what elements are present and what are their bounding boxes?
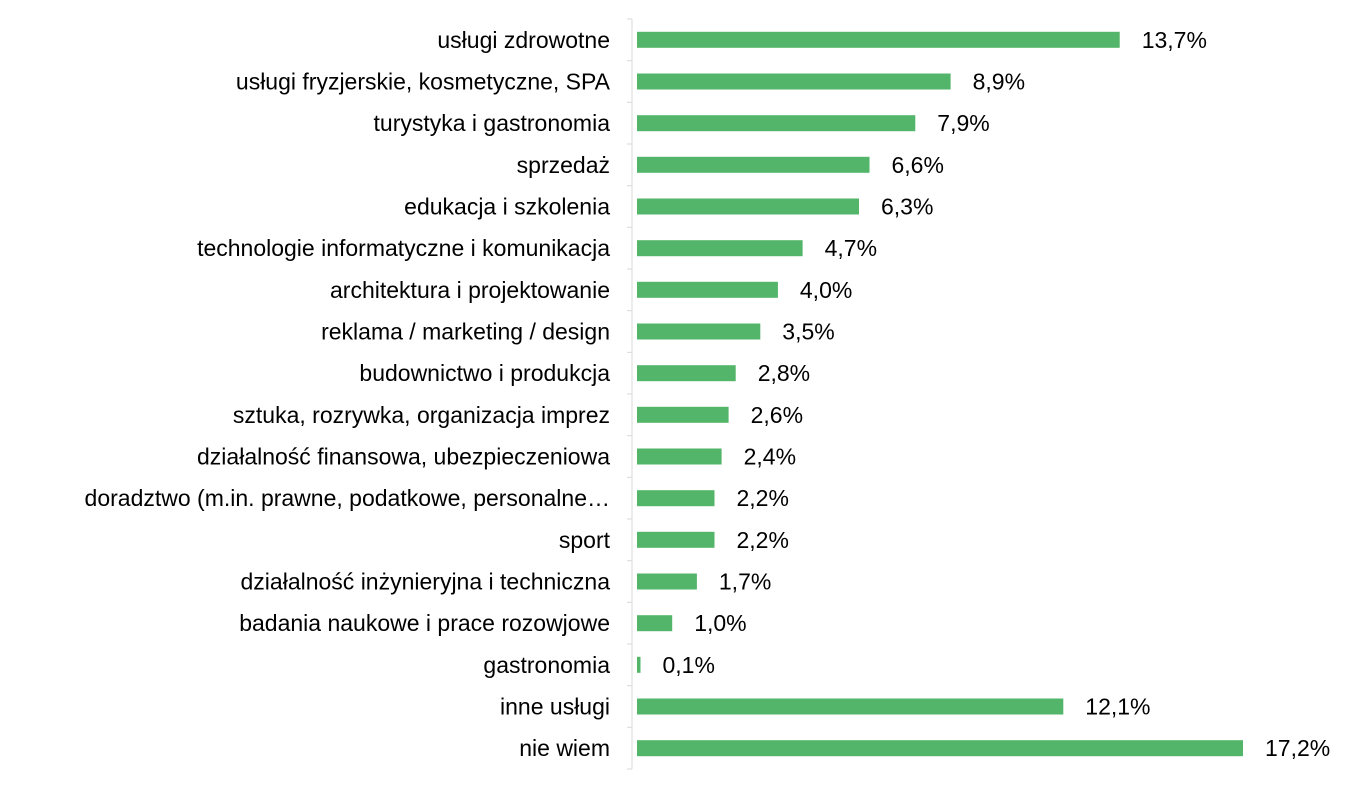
bar — [637, 531, 715, 548]
category-label: sprzedaż — [517, 152, 610, 178]
bar — [637, 323, 761, 340]
bar — [637, 490, 715, 507]
category-label: działalność inżynieryjna i techniczna — [241, 569, 611, 595]
value-label: 2,2% — [737, 485, 789, 511]
bar — [637, 740, 1243, 757]
bar — [637, 573, 697, 590]
value-label: 2,4% — [744, 444, 796, 470]
category-label: usługi fryzjerskie, kosmetyczne, SPA — [236, 69, 611, 95]
value-label: 6,6% — [892, 152, 944, 178]
category-label: reklama / marketing / design — [321, 319, 610, 345]
bar — [637, 406, 729, 423]
category-label: edukacja i szkolenia — [404, 194, 610, 220]
category-label: sztuka, rozrywka, organizacja imprez — [233, 402, 610, 428]
category-label: usługi zdrowotne — [437, 27, 610, 53]
bar — [637, 656, 641, 673]
value-label: 2,8% — [758, 360, 810, 386]
value-label: 4,0% — [800, 277, 852, 303]
bar — [637, 31, 1120, 48]
category-label: nie wiem — [519, 735, 610, 761]
bar — [637, 156, 870, 173]
bar — [637, 365, 736, 382]
category-label: turystyka i gastronomia — [374, 110, 611, 136]
category-label: architektura i projektowanie — [330, 277, 610, 303]
axis-layer — [627, 18, 633, 770]
category-labels-layer: usługi zdrowotne usługi fryzjerskie, kosm… — [85, 27, 611, 761]
category-label: działalność finansowa, ubezpieczeniowa — [197, 444, 610, 470]
bar — [637, 281, 778, 298]
value-label: 1,0% — [694, 610, 746, 636]
bar — [637, 615, 673, 632]
value-label: 2,6% — [751, 402, 803, 428]
bar — [637, 198, 859, 215]
category-label: sport — [559, 527, 611, 553]
value-label: 1,7% — [719, 569, 771, 595]
bar — [637, 240, 803, 257]
value-label: 17,2% — [1265, 735, 1330, 761]
value-labels-layer: 13,7% 8,9% 7,9% 6,6% 6,3%4,7% 4,0% 3,5% 2,8% 2,6… — [663, 27, 1331, 761]
value-label: 0,1% — [663, 652, 715, 678]
bar — [637, 698, 1064, 715]
bar — [637, 448, 722, 465]
value-label: 6,3% — [881, 194, 933, 220]
value-label: 7,9% — [937, 110, 989, 136]
bar — [637, 73, 951, 90]
value-label: 3,5% — [782, 319, 834, 345]
value-label: 12,1% — [1085, 694, 1150, 720]
category-label: technologie informatyczne i komunikacja — [197, 235, 610, 261]
bar — [637, 115, 916, 132]
value-label: 4,7% — [825, 235, 877, 261]
category-label: doradztwo (m.in. prawne, podatkowe, pers… — [85, 485, 610, 511]
category-label: gastronomia — [483, 652, 610, 678]
category-label: inne usługi — [500, 694, 610, 720]
value-label: 8,9% — [973, 69, 1025, 95]
value-label: 2,2% — [737, 527, 789, 553]
value-label: 13,7% — [1142, 27, 1207, 53]
category-label: badania naukowe i prace rozowjowe — [239, 610, 610, 636]
category-label: budownictwo i produkcja — [359, 360, 610, 386]
bars-layer — [637, 31, 1243, 757]
